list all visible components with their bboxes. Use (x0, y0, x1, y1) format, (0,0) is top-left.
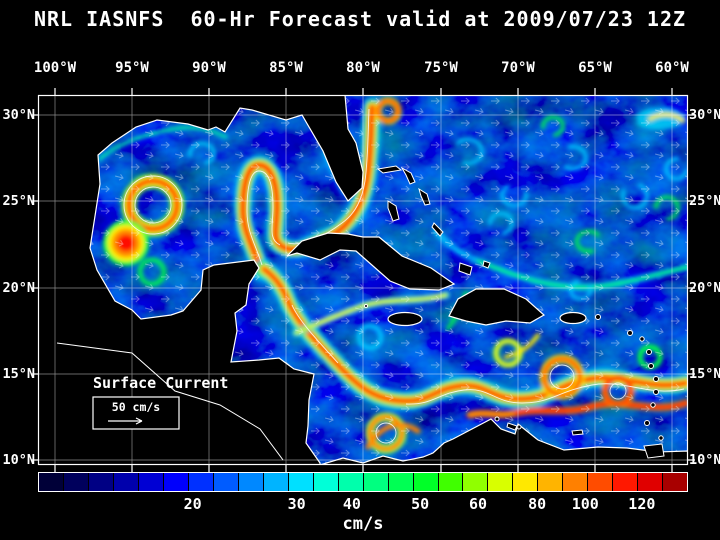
cayman (364, 304, 368, 308)
colorbar-cell (63, 473, 88, 491)
lon-label: 60°W (655, 60, 689, 76)
colorbar-strip (38, 472, 688, 492)
puerto-rico (559, 311, 587, 325)
colorbar-cell (513, 473, 538, 491)
lat-label-left: 25°N (2, 193, 35, 209)
colorbar-cell (88, 473, 113, 491)
colorbar-cell (488, 473, 513, 491)
lon-label: 75°W (424, 60, 458, 76)
scale-value: 50 cm/s (112, 400, 160, 414)
colorbar-cell (113, 473, 138, 491)
colorbar-cell (188, 473, 213, 491)
colorbar-cell (338, 473, 363, 491)
lon-label: 90°W (192, 60, 226, 76)
lesser-antilles (364, 304, 665, 459)
colorbar-cell (588, 473, 613, 491)
colorbar: 20 30 40 50 60 80 100 120 (38, 472, 688, 513)
lat-label-left: 15°N (2, 366, 35, 382)
colorbar-tick: 30 (287, 495, 306, 513)
lon-label: 85°W (269, 60, 303, 76)
trinidad (643, 443, 665, 459)
lon-label: 100°W (33, 60, 77, 76)
colorbar-cell (288, 473, 313, 491)
colorbar-tick: 100 (571, 495, 599, 513)
colorbar-cell (663, 473, 688, 491)
hispaniola (448, 288, 546, 326)
colorbar-tick: 120 (628, 495, 656, 513)
scale-legend: Surface Current 50 cm/s (92, 374, 228, 430)
lat-label-right: 10°N (689, 452, 720, 468)
colorbar-cell (638, 473, 663, 491)
map-frame (37, 94, 689, 466)
lat-label-right: 20°N (689, 280, 720, 296)
lat-label-left: 20°N (2, 280, 35, 296)
lon-label: 80°W (346, 60, 380, 76)
colorbar-cell (263, 473, 288, 491)
colorbar-cell (138, 473, 163, 491)
lat-label-left: 30°N (2, 107, 35, 123)
map-plot-area (38, 95, 688, 465)
lon-label: 70°W (501, 60, 535, 76)
colorbar-cell (613, 473, 638, 491)
land-layer (38, 95, 688, 465)
colorbar-tick: 20 (183, 495, 202, 513)
cuba (286, 232, 456, 291)
scale-arrow-icon (108, 417, 143, 425)
colorbar-unit: cm/s (342, 514, 384, 534)
lat-label-right: 25°N (689, 193, 720, 209)
colorbar-tick: 80 (528, 495, 547, 513)
surface-current-label: Surface Current (93, 374, 228, 392)
north-central-america-land (38, 95, 364, 465)
colorbar-cell (363, 473, 388, 491)
pacific-coastline (56, 342, 284, 461)
colorbar-cell (413, 473, 438, 491)
jamaica (387, 311, 423, 327)
figure-title: NRL IASNFS 60-Hr Forecast valid at 2009/… (33, 7, 687, 31)
colorbar-cell (163, 473, 188, 491)
colorbar-cell (563, 473, 588, 491)
colorbar-cell (39, 473, 63, 491)
grid-lines (38, 95, 688, 465)
bahamas (376, 165, 491, 276)
colorbar-cell (213, 473, 238, 491)
colorbar-tick: 40 (342, 495, 361, 513)
lat-label-left: 10°N (2, 452, 35, 468)
colorbar-cell (238, 473, 263, 491)
lon-label: 95°W (115, 60, 149, 76)
colorbar-cell (388, 473, 413, 491)
lon-label: 65°W (578, 60, 612, 76)
colorbar-cell (313, 473, 338, 491)
colorbar-cell (463, 473, 488, 491)
colorbar-tick: 50 (411, 495, 430, 513)
surface-current-map: Surface Current 50 cm/s (31, 88, 695, 472)
colorbar-cell (438, 473, 463, 491)
axis-ticks (31, 88, 695, 472)
lat-label-right: 30°N (689, 107, 720, 123)
colorbar-cell (538, 473, 563, 491)
lat-label-right: 15°N (689, 366, 720, 382)
colorbar-ticks: 20 30 40 50 60 80 100 120 (38, 495, 688, 513)
colorbar-tick: 60 (469, 495, 488, 513)
